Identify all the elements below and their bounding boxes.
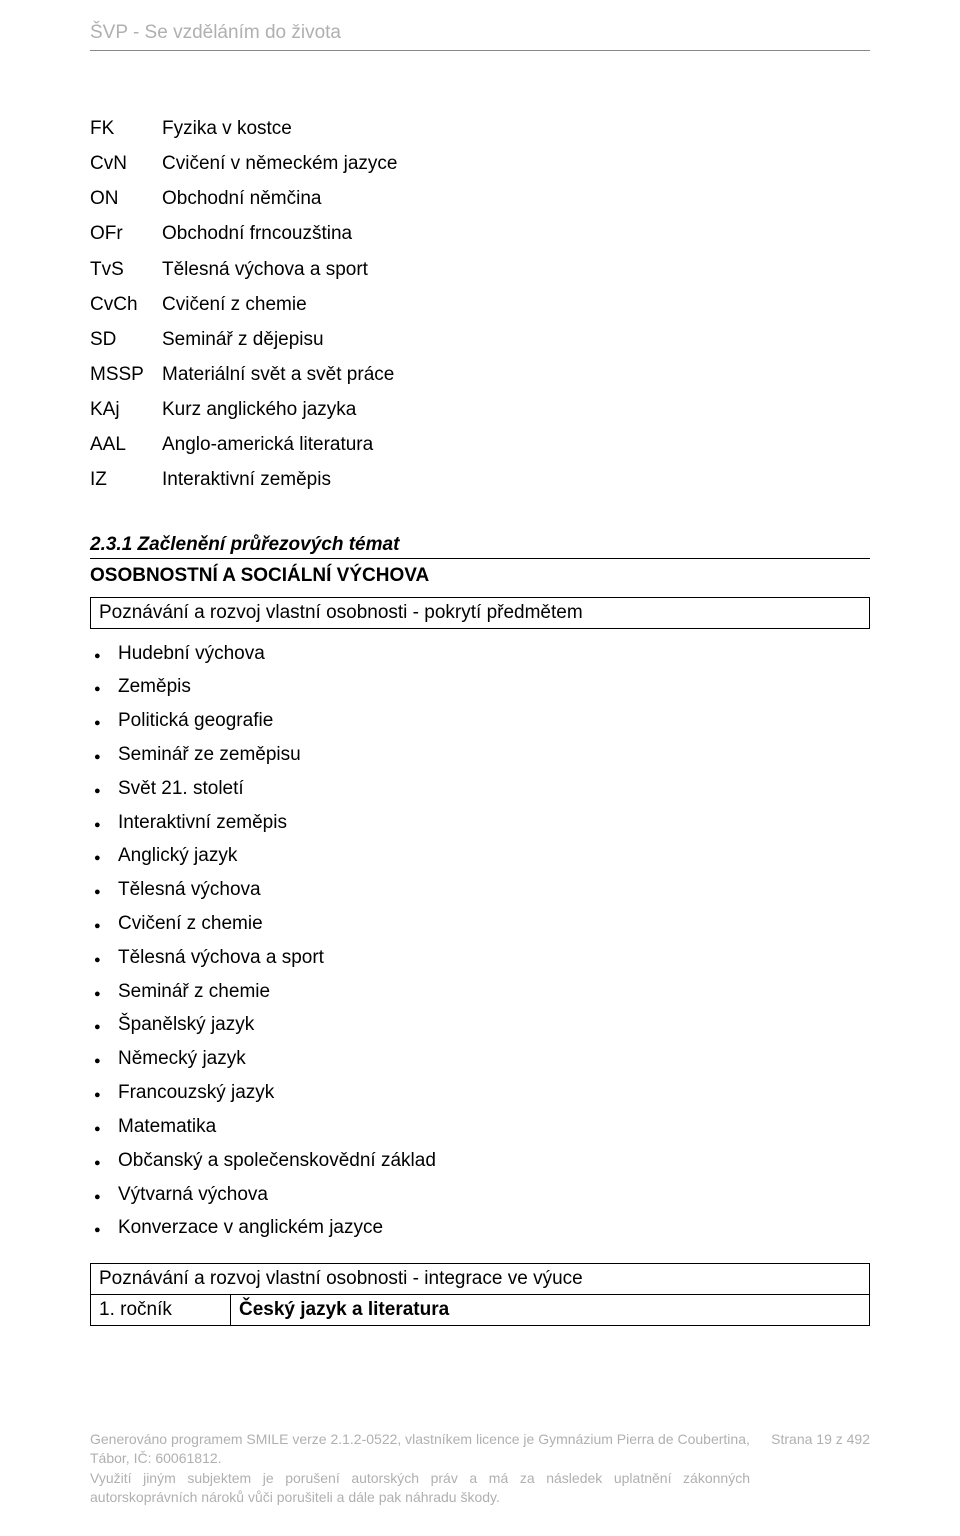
list-item: Zeměpis [90,670,870,704]
list-item: Interaktivní zeměpis [90,806,870,840]
abbrev-code: SD [90,322,162,357]
abbrev-list: FKFyzika v kostce CvNCvičení v německém … [90,111,870,498]
list-item: Výtvarná výchova [90,1178,870,1212]
abbrev-row: SDSeminář z dějepisu [90,322,870,357]
abbrev-label: Materiální svět a svět práce [162,357,394,392]
footer-line2: Tábor, IČ: 60061812. [90,1450,222,1466]
abbrev-label: Anglo-americká literatura [162,427,373,462]
list-item: Svět 21. století [90,772,870,806]
integration-table: 1. ročník Český jazyk a literatura [90,1295,870,1326]
section-heading: 2.3.1 Začlenění průřezových témat [90,534,870,559]
footer-page-number: Strana 19 z 492 [751,1430,870,1450]
abbrev-code: OFr [90,216,162,251]
abbrev-label: Obchodní němčina [162,181,322,216]
abbrev-label: Kurz anglického jazyka [162,392,356,427]
abbrev-row: FKFyzika v kostce [90,111,870,146]
list-item: Tělesná výchova [90,873,870,907]
abbrev-label: Cvičení z chemie [162,287,307,322]
abbrev-row: AALAnglo-americká literatura [90,427,870,462]
abbrev-label: Cvičení v německém jazyce [162,146,397,181]
abbrev-row: MSSPMateriální svět a svět práce [90,357,870,392]
abbrev-code: FK [90,111,162,146]
list-item: Hudební výchova [90,637,870,671]
coverage-box-title: Poznávání a rozvoj vlastní osobnosti - p… [90,597,870,629]
list-item: Cvičení z chemie [90,907,870,941]
abbrev-code: MSSP [90,357,162,392]
abbrev-label: Tělesná výchova a sport [162,252,368,287]
abbrev-row: CvChCvičení z chemie [90,287,870,322]
list-item: Francouzský jazyk [90,1076,870,1110]
list-item: Konverzace v anglickém jazyce [90,1211,870,1245]
page: ŠVP - Se vzděláním do života FKFyzika v … [0,0,960,1536]
abbrev-label: Obchodní frncouzština [162,216,352,251]
list-item: Anglický jazyk [90,839,870,873]
footer-line3: Využití jiným subjektem je porušení auto… [90,1470,750,1506]
header-title: ŠVP - Se vzděláním do života [90,22,341,43]
list-item: Matematika [90,1110,870,1144]
list-item: Občanský a společenskovědní základ [90,1144,870,1178]
abbrev-row: IZInteraktivní zeměpis [90,462,870,497]
list-item: Seminář ze zeměpisu [90,738,870,772]
footer-line1: Generováno programem SMILE verze 2.1.2-0… [90,1431,750,1447]
list-item: Německý jazyk [90,1042,870,1076]
list-item: Seminář z chemie [90,975,870,1009]
abbrev-code: CvN [90,146,162,181]
subject-list: Hudební výchova Zeměpis Politická geogra… [90,637,870,1246]
list-item: Tělesná výchova a sport [90,941,870,975]
abbrev-label: Seminář z dějepisu [162,322,324,357]
abbrev-code: AAL [90,427,162,462]
table-cell-year: 1. ročník [91,1295,231,1325]
abbrev-row: TvSTělesná výchova a sport [90,252,870,287]
section-subtitle: OSOBNOSTNÍ A SOCIÁLNÍ VÝCHOVA [90,565,870,587]
abbrev-code: IZ [90,462,162,497]
integration-box-title: Poznávání a rozvoj vlastní osobnosti - i… [90,1263,870,1295]
abbrev-row: ONObchodní němčina [90,181,870,216]
abbrev-row: CvNCvičení v německém jazyce [90,146,870,181]
abbrev-code: ON [90,181,162,216]
list-item: Politická geografie [90,704,870,738]
abbrev-code: TvS [90,252,162,287]
abbrev-label: Fyzika v kostce [162,111,292,146]
abbrev-code: CvCh [90,287,162,322]
table-cell-subject: Český jazyk a literatura [231,1295,869,1325]
abbrev-row: OFrObchodní frncouzština [90,216,870,251]
list-item: Španělský jazyk [90,1008,870,1042]
abbrev-row: KAjKurz anglického jazyka [90,392,870,427]
abbrev-code: KAj [90,392,162,427]
content: FKFyzika v kostce CvNCvičení v německém … [0,51,960,1326]
abbrev-label: Interaktivní zeměpis [162,462,331,497]
page-header: ŠVP - Se vzděláním do života [90,0,870,51]
footer-text: Generováno programem SMILE verze 2.1.2-0… [90,1430,750,1508]
page-footer: Generováno programem SMILE verze 2.1.2-0… [90,1430,870,1508]
